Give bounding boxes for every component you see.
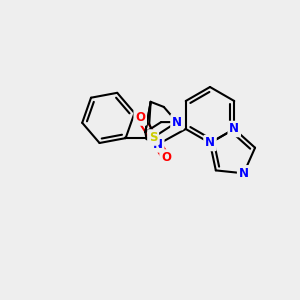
Text: N: N bbox=[153, 138, 163, 151]
Text: N: N bbox=[205, 136, 215, 149]
Text: N: N bbox=[172, 116, 182, 129]
Text: S: S bbox=[149, 131, 158, 144]
Text: N: N bbox=[229, 122, 239, 136]
Text: O: O bbox=[161, 151, 171, 164]
Text: O: O bbox=[135, 111, 145, 124]
Text: N: N bbox=[239, 167, 249, 180]
